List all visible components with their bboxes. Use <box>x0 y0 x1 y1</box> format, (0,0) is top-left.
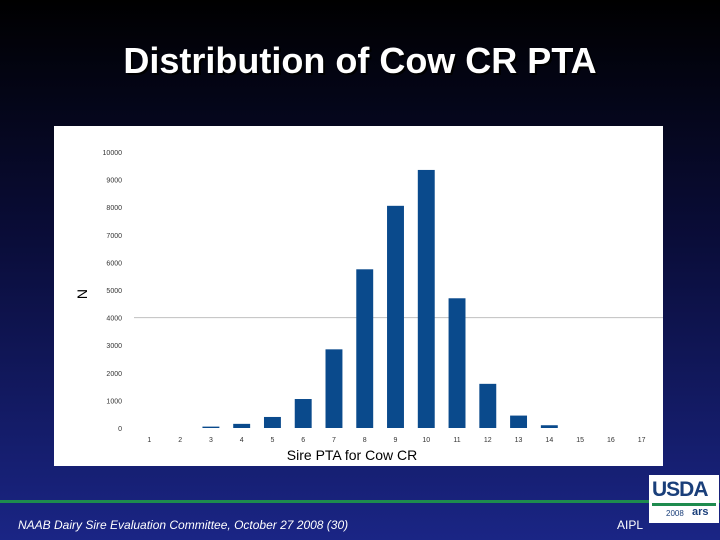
y-tick-label: 7000 <box>106 233 122 240</box>
y-tick-label: 0 <box>118 426 122 433</box>
bar <box>540 425 558 428</box>
x-tick-label: 6 <box>301 437 305 444</box>
chart-panel: 0 1000 2000 3000 4000 5000 6000 7000 8000 9000 100… <box>54 126 663 466</box>
footer-org: AIPL <box>617 518 644 532</box>
bar-chart: 0 1000 2000 3000 4000 5000 6000 7000 8000 9000 100… <box>74 150 663 463</box>
x-tick-label: 8 <box>363 437 367 444</box>
x-tick-label: 2 <box>178 437 182 444</box>
y-tick-label: 2000 <box>106 371 122 378</box>
x-tick-label: 12 <box>484 437 492 444</box>
usda-logo-stripe <box>652 503 716 506</box>
slide-title: Distribution of Cow CR PTA <box>123 40 597 81</box>
x-tick-label: 1 <box>147 437 151 444</box>
x-tick-label: 7 <box>332 437 336 444</box>
x-tick-label: 4 <box>240 437 244 444</box>
y-tick-label: 1000 <box>106 398 122 405</box>
y-tick-label: 5000 <box>106 288 122 295</box>
bar <box>479 383 497 428</box>
x-tick-label: 5 <box>270 437 274 444</box>
y-tick-label: 6000 <box>106 260 122 267</box>
bar <box>263 416 281 428</box>
y-axis-label: N <box>74 289 90 299</box>
y-tick-label: 8000 <box>106 205 122 212</box>
usda-logo: USDA 2008 ars <box>649 475 719 523</box>
y-tick-label: 10000 <box>103 150 123 157</box>
bar <box>417 169 435 428</box>
x-tick-label: 10 <box>422 437 430 444</box>
usda-logo-text: USDA <box>652 478 709 501</box>
bar <box>356 269 374 428</box>
bar <box>233 423 251 428</box>
x-tick-label: 16 <box>607 437 615 444</box>
x-tick-label: 13 <box>515 437 523 444</box>
x-tick-label: 3 <box>209 437 213 444</box>
bar <box>202 426 220 428</box>
y-tick-label: 3000 <box>106 343 122 350</box>
bar <box>448 298 466 428</box>
y-tick-label: 9000 <box>106 178 122 185</box>
y-tick-label: 4000 <box>106 316 122 323</box>
bar <box>294 399 312 428</box>
bar <box>325 349 343 428</box>
ars-logo-mark: ars <box>692 506 709 518</box>
x-tick-label: 14 <box>545 437 553 444</box>
usda-logo-year: 2008 <box>666 509 684 518</box>
x-tick-label: 9 <box>394 437 398 444</box>
x-tick-label: 11 <box>453 437 460 444</box>
footer-citation: NAAB Dairy Sire Evaluation Committee, Oc… <box>18 518 349 532</box>
footer-divider <box>0 500 720 503</box>
bar <box>387 205 404 428</box>
bar <box>510 415 528 428</box>
x-tick-label: 15 <box>576 437 584 444</box>
x-tick-label: 17 <box>638 437 646 444</box>
x-axis-label: Sire PTA for Cow CR <box>287 447 417 463</box>
